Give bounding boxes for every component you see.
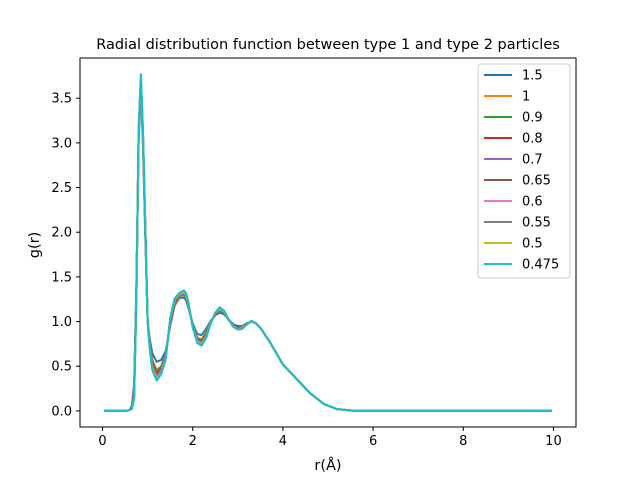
legend-label: 0.7	[522, 153, 543, 168]
y-tick-label: 3.0	[51, 136, 72, 151]
y-tick-label: 2.5	[51, 181, 72, 196]
y-axis-ticks: 0.0 0.5 1.0 1.5 2.0 2.5 3.0 3.5	[51, 92, 80, 419]
legend-label: 0.5	[522, 237, 543, 252]
legend-label: 0.9	[522, 111, 543, 126]
y-tick-label: 0.5	[51, 360, 72, 375]
legend-label: 0.8	[522, 132, 543, 147]
x-axis-label: r(Å)	[314, 457, 341, 474]
legend: 1.5 1 0.9 0.8 0.7 0.65 0.6 0.55 0.5 0.475	[477, 63, 571, 279]
x-tick-label: 2	[189, 434, 197, 449]
plot-area	[79, 57, 577, 428]
x-tick-label: 6	[369, 434, 377, 449]
y-tick-label: 1.5	[51, 270, 72, 285]
y-tick-label: 1.0	[51, 315, 72, 330]
legend-label: 0.6	[522, 195, 543, 210]
x-axis-ticks: 0 2 4 6 8 10	[98, 427, 562, 449]
y-axis-label: g(r)	[27, 232, 43, 258]
x-tick-label: 8	[459, 434, 467, 449]
legend-label: 0.65	[522, 174, 551, 189]
y-tick-label: 0.0	[51, 404, 72, 419]
axes-frame	[79, 57, 577, 428]
x-tick-label: 0	[98, 434, 106, 449]
y-tick-label: 3.5	[51, 92, 72, 107]
legend-label: 1.5	[522, 69, 543, 84]
chart-title: Radial distribution function between typ…	[96, 37, 560, 53]
series-lines	[103, 73, 553, 412]
x-tick-label: 4	[279, 434, 287, 449]
legend-label: 1	[522, 90, 530, 105]
y-tick-label: 2.0	[51, 226, 72, 241]
x-tick-label: 10	[545, 434, 562, 449]
series-line-0.475	[103, 73, 553, 412]
legend-label: 0.475	[522, 258, 559, 273]
legend-label: 0.55	[522, 216, 551, 231]
